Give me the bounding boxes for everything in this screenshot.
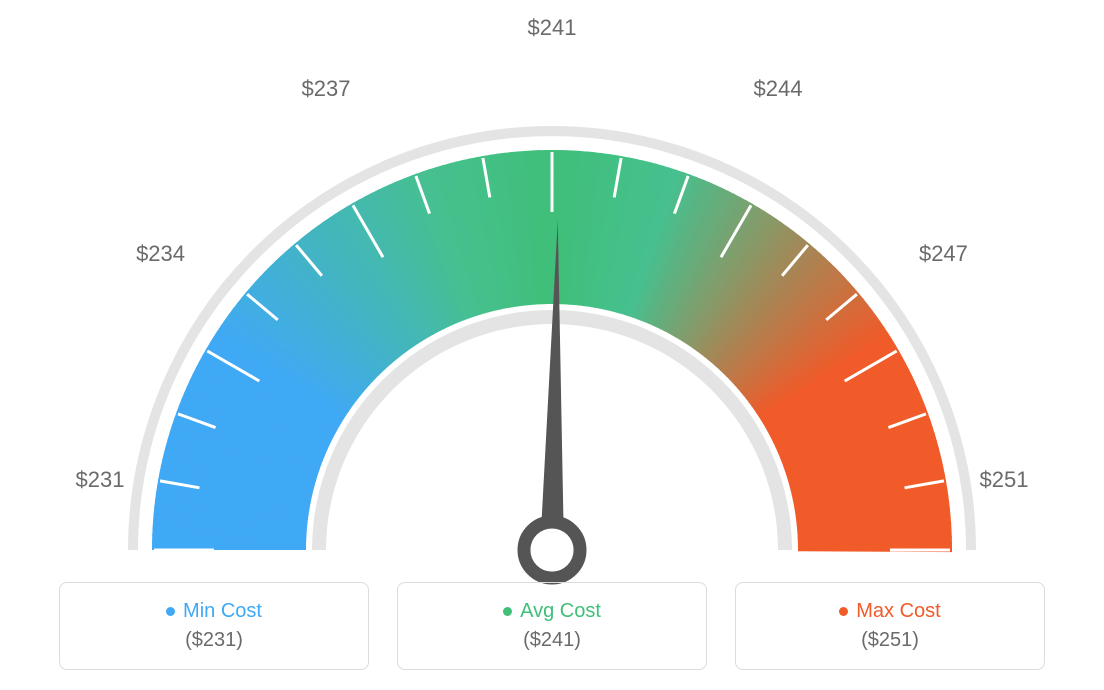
legend-title-max: Max Cost (839, 600, 940, 623)
dot-icon (166, 607, 175, 616)
legend-label-max: Max Cost (856, 600, 940, 623)
legend-value-min: ($231) (185, 629, 243, 652)
dot-icon (503, 607, 512, 616)
gauge-tick-label: $237 (302, 76, 351, 102)
legend-label-avg: Avg Cost (520, 600, 601, 623)
gauge-svg (82, 80, 1022, 610)
legend-row: Min Cost ($231) Avg Cost ($241) Max Cost… (0, 582, 1104, 670)
gauge-tick-label: $234 (136, 241, 185, 267)
legend-title-min: Min Cost (166, 600, 262, 623)
gauge-tick-label: $231 (76, 467, 125, 493)
legend-title-avg: Avg Cost (503, 600, 601, 623)
legend-card-avg: Avg Cost ($241) (397, 582, 707, 670)
legend-card-max: Max Cost ($251) (735, 582, 1045, 670)
gauge-tick-label: $247 (919, 241, 968, 267)
gauge-tick-label: $241 (528, 15, 577, 41)
legend-value-avg: ($241) (523, 629, 581, 652)
gauge-tick-label: $251 (980, 467, 1029, 493)
legend-value-max: ($251) (861, 629, 919, 652)
legend-label-min: Min Cost (183, 600, 262, 623)
gauge-tick-label: $244 (754, 76, 803, 102)
gauge-chart: $231 $234 $237 $241 $244 $247 $251 (0, 0, 1104, 560)
dot-icon (839, 607, 848, 616)
legend-card-min: Min Cost ($231) (59, 582, 369, 670)
